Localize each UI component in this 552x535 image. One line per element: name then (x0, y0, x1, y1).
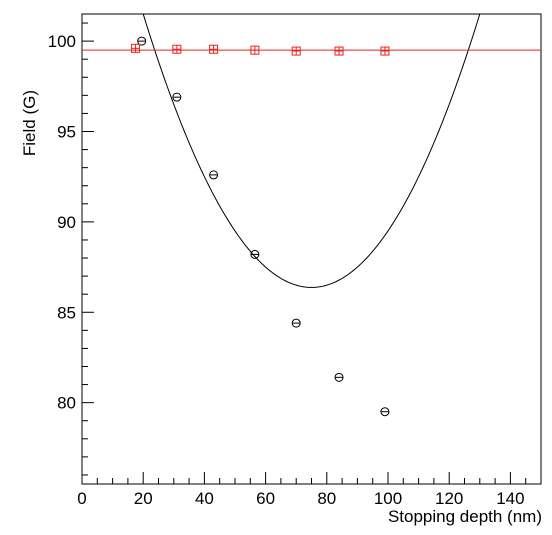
x-tick-label: 0 (77, 489, 86, 508)
plot-area-border (81, 13, 542, 485)
y-tick-label: 100 (48, 32, 76, 51)
x-tick-label: 80 (317, 489, 336, 508)
y-tick-label: 85 (57, 303, 76, 322)
data-point (380, 46, 390, 56)
data-point (209, 44, 219, 54)
data-point (334, 46, 344, 56)
data-point (131, 43, 141, 53)
x-tick-label: 40 (195, 489, 214, 508)
y-tick-label: 80 (57, 394, 76, 413)
plot-frame (81, 13, 542, 485)
y-tick-label: 95 (57, 123, 76, 142)
data-point (172, 92, 182, 102)
data-point (172, 44, 182, 54)
y-axis-title: Field (G) (20, 90, 39, 156)
x-axis-ticks: 0 20 40 60 80 100 120 140 (77, 472, 542, 508)
y-axis-ticks: 80 85 90 95 100 (48, 22, 94, 476)
y-tick-label: 90 (57, 213, 76, 232)
data-points (131, 36, 390, 417)
data-point (250, 249, 260, 259)
data-point (291, 46, 301, 56)
x-tick-label: 60 (256, 489, 275, 508)
fit-curves (142, 14, 481, 288)
data-point (380, 407, 390, 417)
data-point (291, 318, 301, 328)
data-point (137, 36, 147, 46)
x-tick-label: 20 (134, 489, 153, 508)
fit-curve (142, 14, 481, 288)
x-tick-label: 100 (374, 489, 402, 508)
data-point (209, 170, 219, 180)
data-point (250, 45, 260, 55)
x-axis-title: Stopping depth (nm) (388, 507, 542, 526)
data-point (334, 372, 344, 382)
x-tick-label: 120 (435, 489, 463, 508)
x-tick-label: 140 (496, 489, 524, 508)
